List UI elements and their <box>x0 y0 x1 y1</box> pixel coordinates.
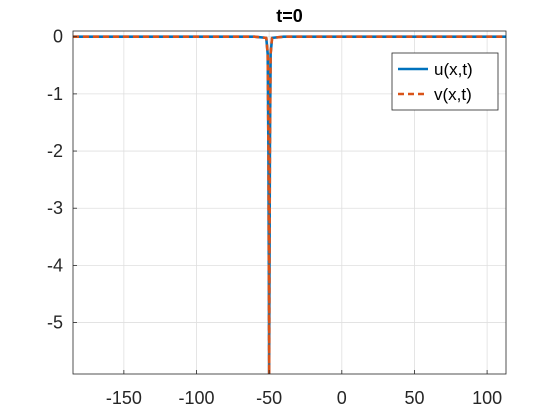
y-tick-label: -1 <box>47 84 63 104</box>
legend-label-2: v(x,t) <box>434 85 472 104</box>
y-tick-label: -2 <box>47 141 63 161</box>
x-tick-label: 100 <box>472 388 502 408</box>
y-tick-label: -3 <box>47 198 63 218</box>
series-line-1 <box>73 35 506 374</box>
series-group <box>73 35 506 374</box>
y-tick-label: -4 <box>47 255 63 275</box>
chart-title: t=0 <box>276 6 303 26</box>
x-tick-label: 50 <box>404 388 424 408</box>
x-tick-label: -100 <box>178 388 214 408</box>
y-tick-label: -5 <box>47 313 63 333</box>
x-tick-label: -50 <box>256 388 282 408</box>
x-tick-label: 0 <box>337 388 347 408</box>
tick-marks <box>73 36 488 374</box>
x-tick-labels: -150 -100 -50 0 50 100 <box>106 388 502 408</box>
y-tick-labels: 0 -1 -2 -3 -4 -5 <box>47 27 63 333</box>
legend: u(x,t) v(x,t) <box>391 52 499 111</box>
legend-label-1: u(x,t) <box>434 60 473 79</box>
y-tick-label: 0 <box>53 27 63 47</box>
legend-box <box>391 52 499 111</box>
x-tick-label: -150 <box>106 388 142 408</box>
plot-area-border <box>72 30 507 375</box>
